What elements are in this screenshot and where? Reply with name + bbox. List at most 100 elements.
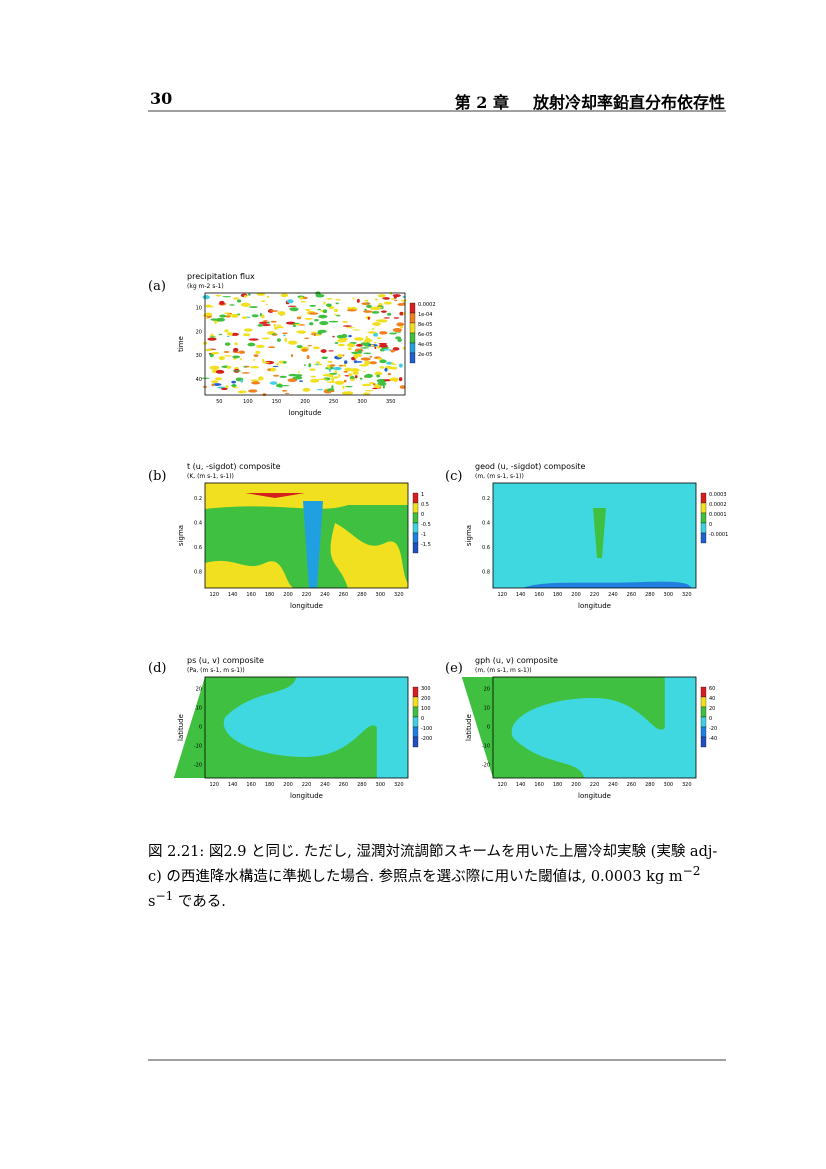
speckle bbox=[219, 314, 227, 318]
colorbar-swatch bbox=[412, 726, 419, 738]
speckle bbox=[393, 317, 400, 319]
colorbar-label: 0.0002 bbox=[418, 302, 436, 308]
speckle bbox=[320, 349, 327, 353]
caption-text: 図 2.21: 図2.9 と同じ. ただし, 湿潤対流調節スキームを用いた上層冷… bbox=[148, 844, 718, 885]
x-axis-label: longitude bbox=[290, 792, 323, 800]
speckle bbox=[363, 392, 371, 396]
x-tick-label: 320 bbox=[682, 782, 692, 788]
colorbar-label: 8e-05 bbox=[418, 322, 432, 328]
x-tick-label: 100 bbox=[243, 399, 253, 405]
colorbar-label: 300 bbox=[421, 686, 431, 692]
colorbar-swatch bbox=[412, 716, 419, 728]
panel-label: (c) bbox=[445, 469, 462, 484]
speckle bbox=[317, 308, 322, 311]
colorbar-label: 0 bbox=[709, 716, 712, 722]
y-tick-label: 0.2 bbox=[482, 496, 490, 502]
colorbar-swatch bbox=[412, 502, 419, 514]
speckle bbox=[276, 363, 280, 366]
speckle bbox=[280, 293, 289, 298]
speckle bbox=[389, 377, 399, 382]
speckle bbox=[233, 351, 241, 354]
speckle bbox=[363, 352, 372, 355]
colorbar-swatch bbox=[700, 686, 707, 698]
x-tick-label: 140 bbox=[516, 592, 526, 598]
speckle bbox=[292, 376, 303, 380]
speckle bbox=[282, 389, 287, 392]
speckle bbox=[309, 368, 316, 371]
colorbar-label: -0.5 bbox=[421, 522, 431, 528]
x-tick-label: 300 bbox=[376, 592, 386, 598]
y-tick-label: 20 bbox=[484, 686, 490, 692]
speckle bbox=[332, 335, 335, 338]
colorbar-label: 1e-04 bbox=[418, 312, 432, 318]
speckle bbox=[391, 298, 396, 300]
speckle bbox=[338, 373, 341, 378]
speckle bbox=[207, 337, 217, 341]
plot-frame bbox=[204, 482, 409, 589]
speckle bbox=[226, 335, 230, 338]
speckle bbox=[225, 385, 229, 389]
speckle bbox=[344, 360, 348, 365]
speckle bbox=[258, 376, 264, 381]
y-tick-label: 10 bbox=[196, 705, 202, 711]
speckle bbox=[315, 293, 325, 298]
speckle bbox=[214, 320, 217, 325]
panel-label: (d) bbox=[148, 661, 166, 676]
speckle bbox=[373, 341, 377, 344]
speckle bbox=[211, 351, 220, 355]
speckle bbox=[261, 337, 270, 340]
y-axis-label: sigma bbox=[177, 525, 185, 546]
speckle bbox=[265, 303, 269, 306]
field-region bbox=[245, 493, 305, 498]
speckle bbox=[241, 372, 251, 374]
x-tick-label: 320 bbox=[682, 592, 692, 598]
speckle bbox=[364, 360, 371, 365]
speckle bbox=[258, 321, 268, 324]
x-tick-label: 300 bbox=[376, 782, 386, 788]
speckle bbox=[381, 366, 384, 369]
speckle bbox=[257, 323, 264, 327]
speckle bbox=[222, 296, 232, 298]
speckle bbox=[382, 349, 392, 351]
panel-title: precipitation flux bbox=[187, 272, 255, 281]
colorbar-swatch bbox=[700, 502, 707, 514]
speckle bbox=[361, 302, 371, 306]
speckle bbox=[318, 314, 328, 319]
colorbar-label: 0.0002 bbox=[709, 502, 727, 508]
panel-units: (kg m-2 s-1) bbox=[187, 283, 224, 290]
speckle bbox=[287, 305, 297, 307]
speckle bbox=[301, 348, 308, 352]
x-tick-label: 280 bbox=[645, 782, 655, 788]
speckle bbox=[266, 295, 270, 298]
speckle bbox=[309, 378, 320, 383]
speckle bbox=[224, 312, 230, 314]
x-tick-label: 300 bbox=[664, 592, 674, 598]
speckle bbox=[345, 385, 353, 388]
x-tick-label: 140 bbox=[228, 782, 238, 788]
colorbar-swatch bbox=[412, 706, 419, 718]
speckle bbox=[252, 359, 256, 361]
speckle bbox=[334, 370, 338, 373]
y-tick-label: -20 bbox=[482, 763, 490, 769]
speckle bbox=[231, 380, 236, 384]
colorbar-swatch bbox=[412, 542, 419, 554]
x-tick-label: 160 bbox=[246, 592, 256, 598]
speckle bbox=[379, 359, 387, 364]
speckle bbox=[276, 338, 281, 342]
speckle bbox=[317, 330, 323, 335]
speckle bbox=[261, 359, 265, 362]
speckle bbox=[342, 325, 352, 327]
speckle bbox=[321, 356, 328, 360]
speckle bbox=[243, 328, 253, 332]
speckle bbox=[353, 360, 358, 364]
speckle bbox=[351, 351, 360, 354]
colorbar-swatch bbox=[409, 312, 416, 324]
speckle bbox=[263, 319, 268, 322]
colorbar-label: 200 bbox=[421, 696, 431, 702]
colorbar-label: 4e-05 bbox=[418, 342, 432, 348]
plot-field bbox=[200, 291, 407, 397]
colorbar-swatch bbox=[412, 686, 419, 698]
y-tick-label: 10 bbox=[484, 705, 490, 711]
speckle bbox=[384, 367, 388, 372]
